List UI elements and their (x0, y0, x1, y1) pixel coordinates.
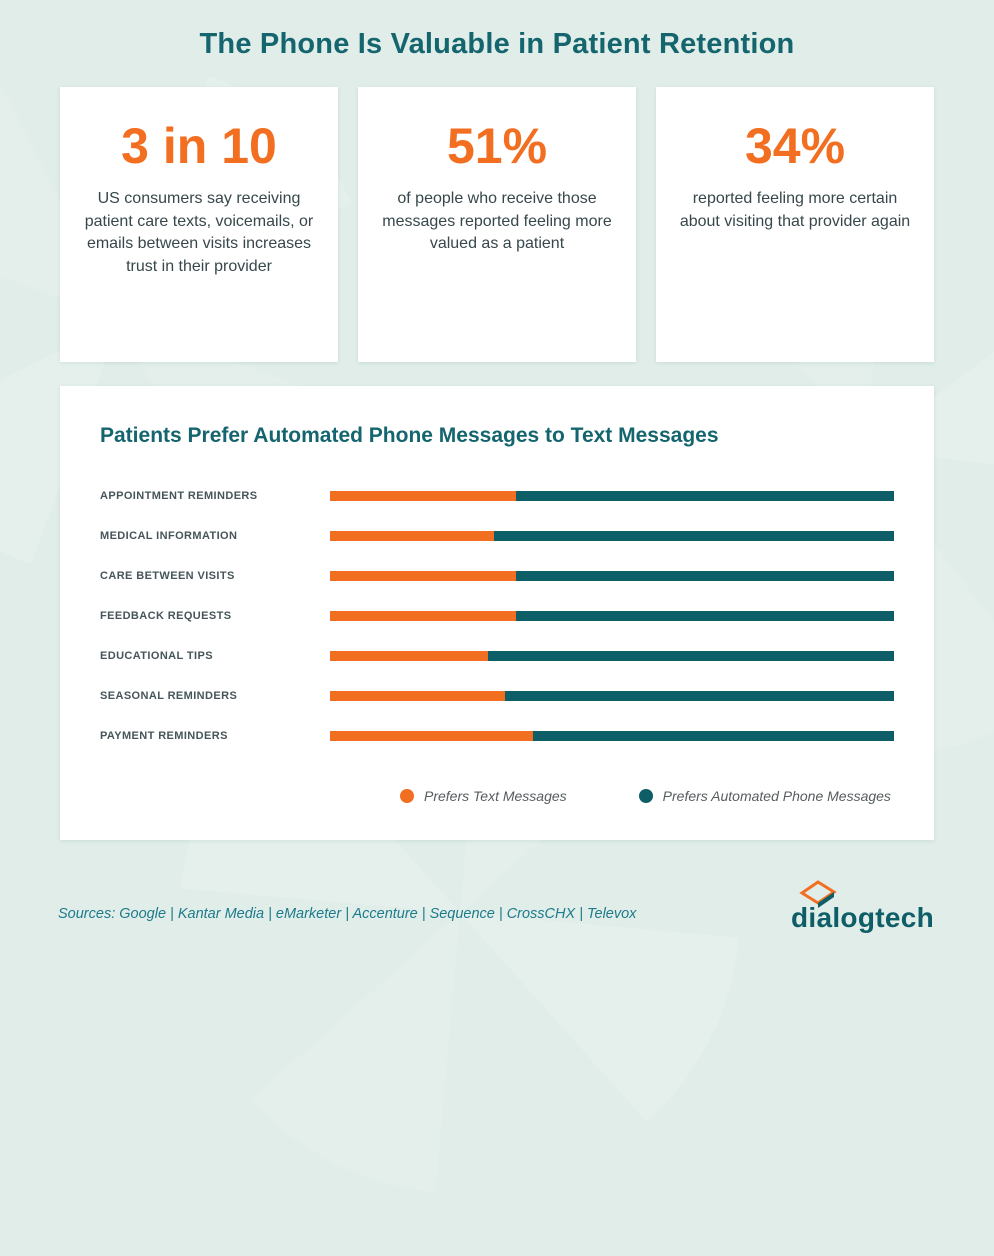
bar-segment-phone (516, 611, 894, 621)
stats-row: 3 in 10 US consumers say receiving patie… (0, 87, 994, 362)
category-label: EDUCATIONAL TIPS (100, 650, 213, 662)
chart-row: FEEDBACK REQUESTS (100, 596, 894, 636)
category-label: SEASONAL REMINDERS (100, 690, 238, 702)
stat-description: reported feeling more certain about visi… (679, 190, 911, 230)
legend-item: Prefers Automated Phone Messages (638, 788, 891, 804)
chart-row: MEDICAL INFORMATION (100, 516, 894, 556)
bar-track (330, 651, 894, 661)
legend-dot-icon (400, 789, 414, 803)
stat-value: 51% (446, 118, 548, 174)
category-label: MEDICAL INFORMATION (100, 530, 238, 542)
bar-segment-text (330, 691, 505, 701)
bar-segment-phone (504, 691, 894, 701)
chart-row: CARE BETWEEN VISITS (100, 556, 894, 596)
chart-card: Patients Prefer Automated Phone Messages… (60, 386, 934, 840)
logo-text: dialogtech (790, 902, 934, 933)
bar-track (330, 731, 894, 741)
chart-legend: Prefers Text Messages Prefers Automated P… (400, 788, 894, 804)
stat-card-valued: 51% of people who receive those messages… (358, 87, 636, 362)
bar-segment-text (330, 731, 534, 741)
legend-label: Prefers Text Messages (424, 788, 567, 804)
bar-segment-phone (516, 571, 894, 581)
bar-segment-text (330, 651, 488, 661)
bar-segment-text (330, 491, 517, 501)
chart-row: EDUCATIONAL TIPS (100, 636, 894, 676)
stat-description: of people who receive those messages rep… (382, 190, 612, 253)
legend-item: Prefers Text Messages (400, 788, 567, 804)
bar-segment-phone (487, 651, 894, 661)
dialogtech-diamond-icon (799, 880, 837, 908)
chart-title: Patients Prefer Automated Phone Messages… (100, 424, 719, 447)
stat-value: 3 in 10 (121, 118, 277, 174)
bar-segment-phone (493, 531, 894, 541)
chart-row: PAYMENT REMINDERS (100, 716, 894, 756)
bar-segment-text (330, 611, 517, 621)
bar-track (330, 611, 894, 621)
bar-track (330, 571, 894, 581)
bar-segment-text (330, 571, 517, 581)
chart-row: APPOINTMENT REMINDERS (100, 476, 894, 516)
page-title: The Phone Is Valuable in Patient Retenti… (199, 28, 795, 60)
bar-chart: APPOINTMENT REMINDERS MEDICAL INFORMATION… (100, 476, 894, 756)
bar-segment-phone (516, 491, 894, 501)
sources-text: Sources: Google | Kantar Media | eMarket… (58, 906, 637, 922)
bar-segment-text (330, 531, 494, 541)
infographic: The Phone Is Valuable in Patient Retenti… (0, 28, 994, 933)
stat-card-trust: 3 in 10 US consumers say receiving patie… (60, 87, 338, 362)
legend-label: Prefers Automated Phone Messages (662, 788, 891, 804)
bar-track (330, 531, 894, 541)
stat-description: US consumers say receiving patient care … (84, 190, 314, 276)
category-label: PAYMENT REMINDERS (100, 730, 228, 742)
legend-dot-icon (638, 789, 653, 803)
footer: Sources: Google | Kantar Media | eMarket… (0, 880, 994, 933)
category-label: CARE BETWEEN VISITS (100, 570, 235, 582)
category-label: FEEDBACK REQUESTS (100, 610, 232, 622)
stat-card-certain: 34% reported feeling more certain about … (656, 87, 934, 362)
bar-track (330, 491, 894, 501)
stat-value: 34% (744, 118, 846, 174)
bar-track (330, 691, 894, 701)
chart-row: SEASONAL REMINDERS (100, 676, 894, 716)
bar-segment-phone (533, 731, 894, 741)
dialogtech-logo: dialogtech (790, 880, 936, 933)
category-label: APPOINTMENT REMINDERS (100, 490, 258, 502)
